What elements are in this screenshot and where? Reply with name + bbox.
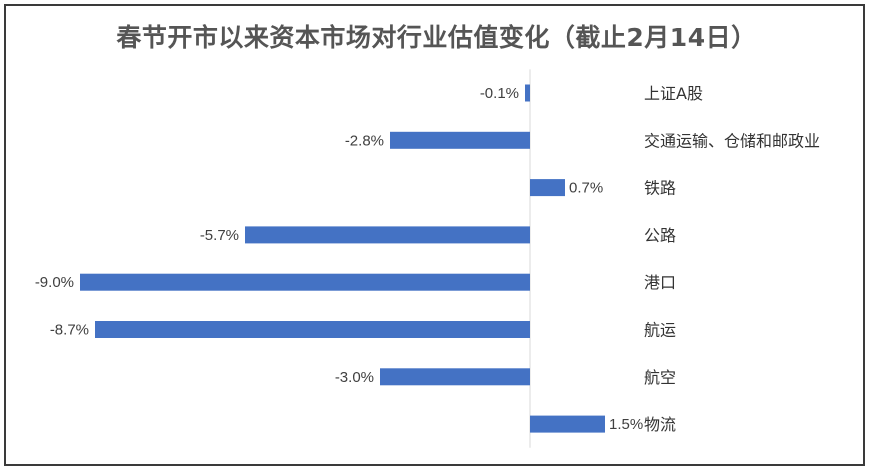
bar [530,179,565,197]
category-label: 上证A股 [644,84,703,103]
category-label: 港口 [644,273,676,292]
category-label: 交通运输、仓储和邮政业 [644,131,820,150]
category-label: 航空 [644,368,676,387]
bar [80,273,530,291]
data-label: 1.5% [609,416,643,433]
bar [390,131,530,149]
chart-title: 春节开市以来资本市场对行业估值变化（截止2月14日） [116,23,757,52]
category-label: 航运 [644,321,676,340]
data-label: -3.0% [335,369,374,386]
category-label: 铁路 [644,179,676,198]
bar [380,368,530,386]
category-label: 公路 [644,226,676,245]
bar [95,321,530,338]
data-label: -8.7% [50,322,89,339]
bar [525,84,530,102]
data-label: -2.8% [345,132,384,149]
data-label: -9.0% [35,274,74,291]
data-label: 0.7% [569,180,603,197]
data-label: -5.7% [200,227,239,244]
bar [245,226,530,244]
category-label: 物流 [644,415,676,434]
data-label: -0.1% [480,85,519,102]
bar [530,415,605,433]
